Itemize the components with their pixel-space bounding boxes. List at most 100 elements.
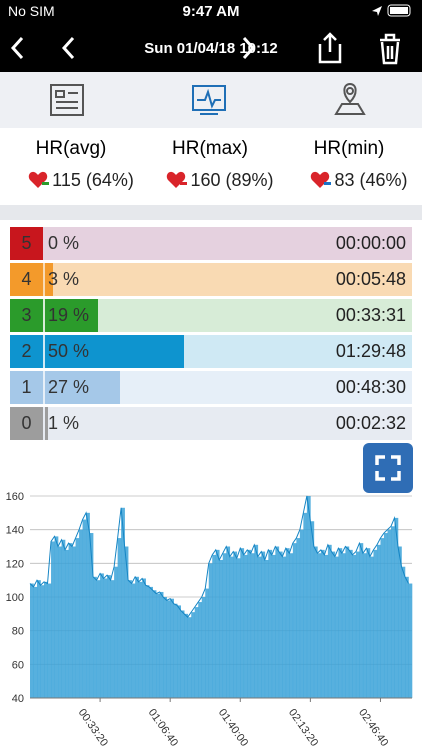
- hr-column: [194, 607, 199, 698]
- hr-column: [254, 544, 259, 698]
- hr-column: [47, 583, 52, 698]
- y-tick-label: 100: [6, 592, 24, 604]
- y-tick-label: 160: [6, 491, 24, 503]
- hr-column: [250, 553, 255, 698]
- hr-column: [68, 543, 73, 698]
- zone-number: 0: [10, 407, 43, 440]
- zone-time: 00:05:48: [335, 269, 406, 289]
- zone-percent: 0 %: [48, 233, 80, 253]
- tab-list[interactable]: [50, 84, 84, 116]
- hr-column: [243, 554, 248, 698]
- zone-bar: [45, 299, 98, 332]
- hr-column: [303, 512, 308, 698]
- zone-row: 3 19 % 00:33:31: [10, 299, 412, 332]
- hr-column: [334, 556, 339, 698]
- tab-chart[interactable]: [192, 85, 226, 115]
- hr-column: [198, 602, 203, 698]
- hr-column: [184, 613, 189, 698]
- stat-label: HR(avg): [35, 138, 107, 159]
- hr-column: [383, 533, 388, 698]
- y-tick-label: 40: [12, 693, 24, 705]
- hr-column: [86, 512, 90, 698]
- zone-percent: 27 %: [48, 377, 90, 397]
- hr-column: [33, 586, 38, 698]
- hr-column: [117, 538, 122, 698]
- hr-column: [124, 546, 129, 698]
- hr-column: [352, 554, 357, 698]
- expand-button[interactable]: [363, 443, 413, 493]
- zone-time: 00:02:32: [335, 413, 406, 433]
- zone-time: 00:00:00: [335, 233, 406, 253]
- heart-icon: [28, 171, 50, 188]
- hr-column: [177, 605, 181, 698]
- hr-column: [219, 559, 224, 698]
- hr-column: [58, 546, 62, 698]
- hr-column: [51, 541, 55, 698]
- hr-column: [173, 603, 178, 698]
- hr-column: [348, 549, 353, 698]
- hr-column: [215, 549, 220, 698]
- hr-column: [390, 526, 395, 698]
- zone-time: 00:48:30: [335, 377, 406, 397]
- hr-column: [397, 546, 402, 698]
- hr-column: [366, 548, 371, 698]
- hr-column: [229, 556, 234, 698]
- hr-column: [240, 548, 245, 698]
- hr-column: [79, 529, 83, 698]
- next[interactable]: [242, 36, 256, 60]
- hr-column: [359, 543, 364, 698]
- hr-column: [355, 551, 360, 698]
- hr-column: [278, 551, 283, 698]
- tab-map[interactable]: [334, 82, 366, 115]
- hr-column: [404, 576, 409, 698]
- hr-column: [313, 546, 318, 698]
- hr-column: [362, 553, 367, 698]
- heart-icon: [311, 171, 332, 188]
- x-tick-label: 01:06:40: [146, 707, 180, 749]
- delete[interactable]: [380, 33, 400, 65]
- hr-column: [30, 583, 34, 698]
- hr-column: [226, 546, 231, 698]
- hr-column: [317, 553, 322, 698]
- zone-percent: 50 %: [48, 341, 90, 361]
- hr-column: [341, 553, 346, 698]
- hr-column: [222, 553, 227, 698]
- hr-column: [163, 597, 167, 698]
- zone-number: 2: [10, 335, 43, 368]
- share[interactable]: [318, 32, 342, 64]
- hr-column: [338, 548, 343, 698]
- hr-column: [306, 496, 311, 698]
- zone-bar: [45, 371, 121, 404]
- y-tick-label: 120: [6, 558, 24, 570]
- hr-column: [75, 538, 80, 698]
- hr-column: [205, 588, 210, 698]
- hr-column: [257, 556, 262, 698]
- stat-value: 83 (46%): [289, 170, 422, 191]
- hr-column: [191, 612, 196, 698]
- hr-column: [152, 590, 157, 698]
- hr-column: [310, 521, 315, 698]
- zone-bar: [45, 335, 184, 368]
- hr-column: [233, 551, 238, 698]
- stat-label: HR(min): [313, 138, 385, 159]
- hr-column: [201, 597, 206, 698]
- y-tick-label: 140: [6, 525, 24, 537]
- hr-column: [387, 529, 392, 698]
- hr-column: [82, 519, 87, 698]
- zone-time: 01:29:48: [335, 341, 406, 361]
- hr-column: [149, 586, 153, 698]
- hr-column: [345, 546, 350, 698]
- hr-column: [401, 566, 406, 698]
- hr-column: [114, 566, 118, 698]
- hr-column: [44, 581, 48, 698]
- hr-column: [107, 575, 111, 698]
- hr-column: [180, 610, 185, 698]
- hr-column: [282, 556, 287, 698]
- back[interactable]: [10, 36, 24, 60]
- hr-column: [299, 529, 304, 698]
- hr-column: [65, 549, 69, 698]
- x-tick-label: 02:13:20: [286, 707, 320, 749]
- hr-column: [89, 533, 94, 698]
- prev[interactable]: [61, 36, 75, 60]
